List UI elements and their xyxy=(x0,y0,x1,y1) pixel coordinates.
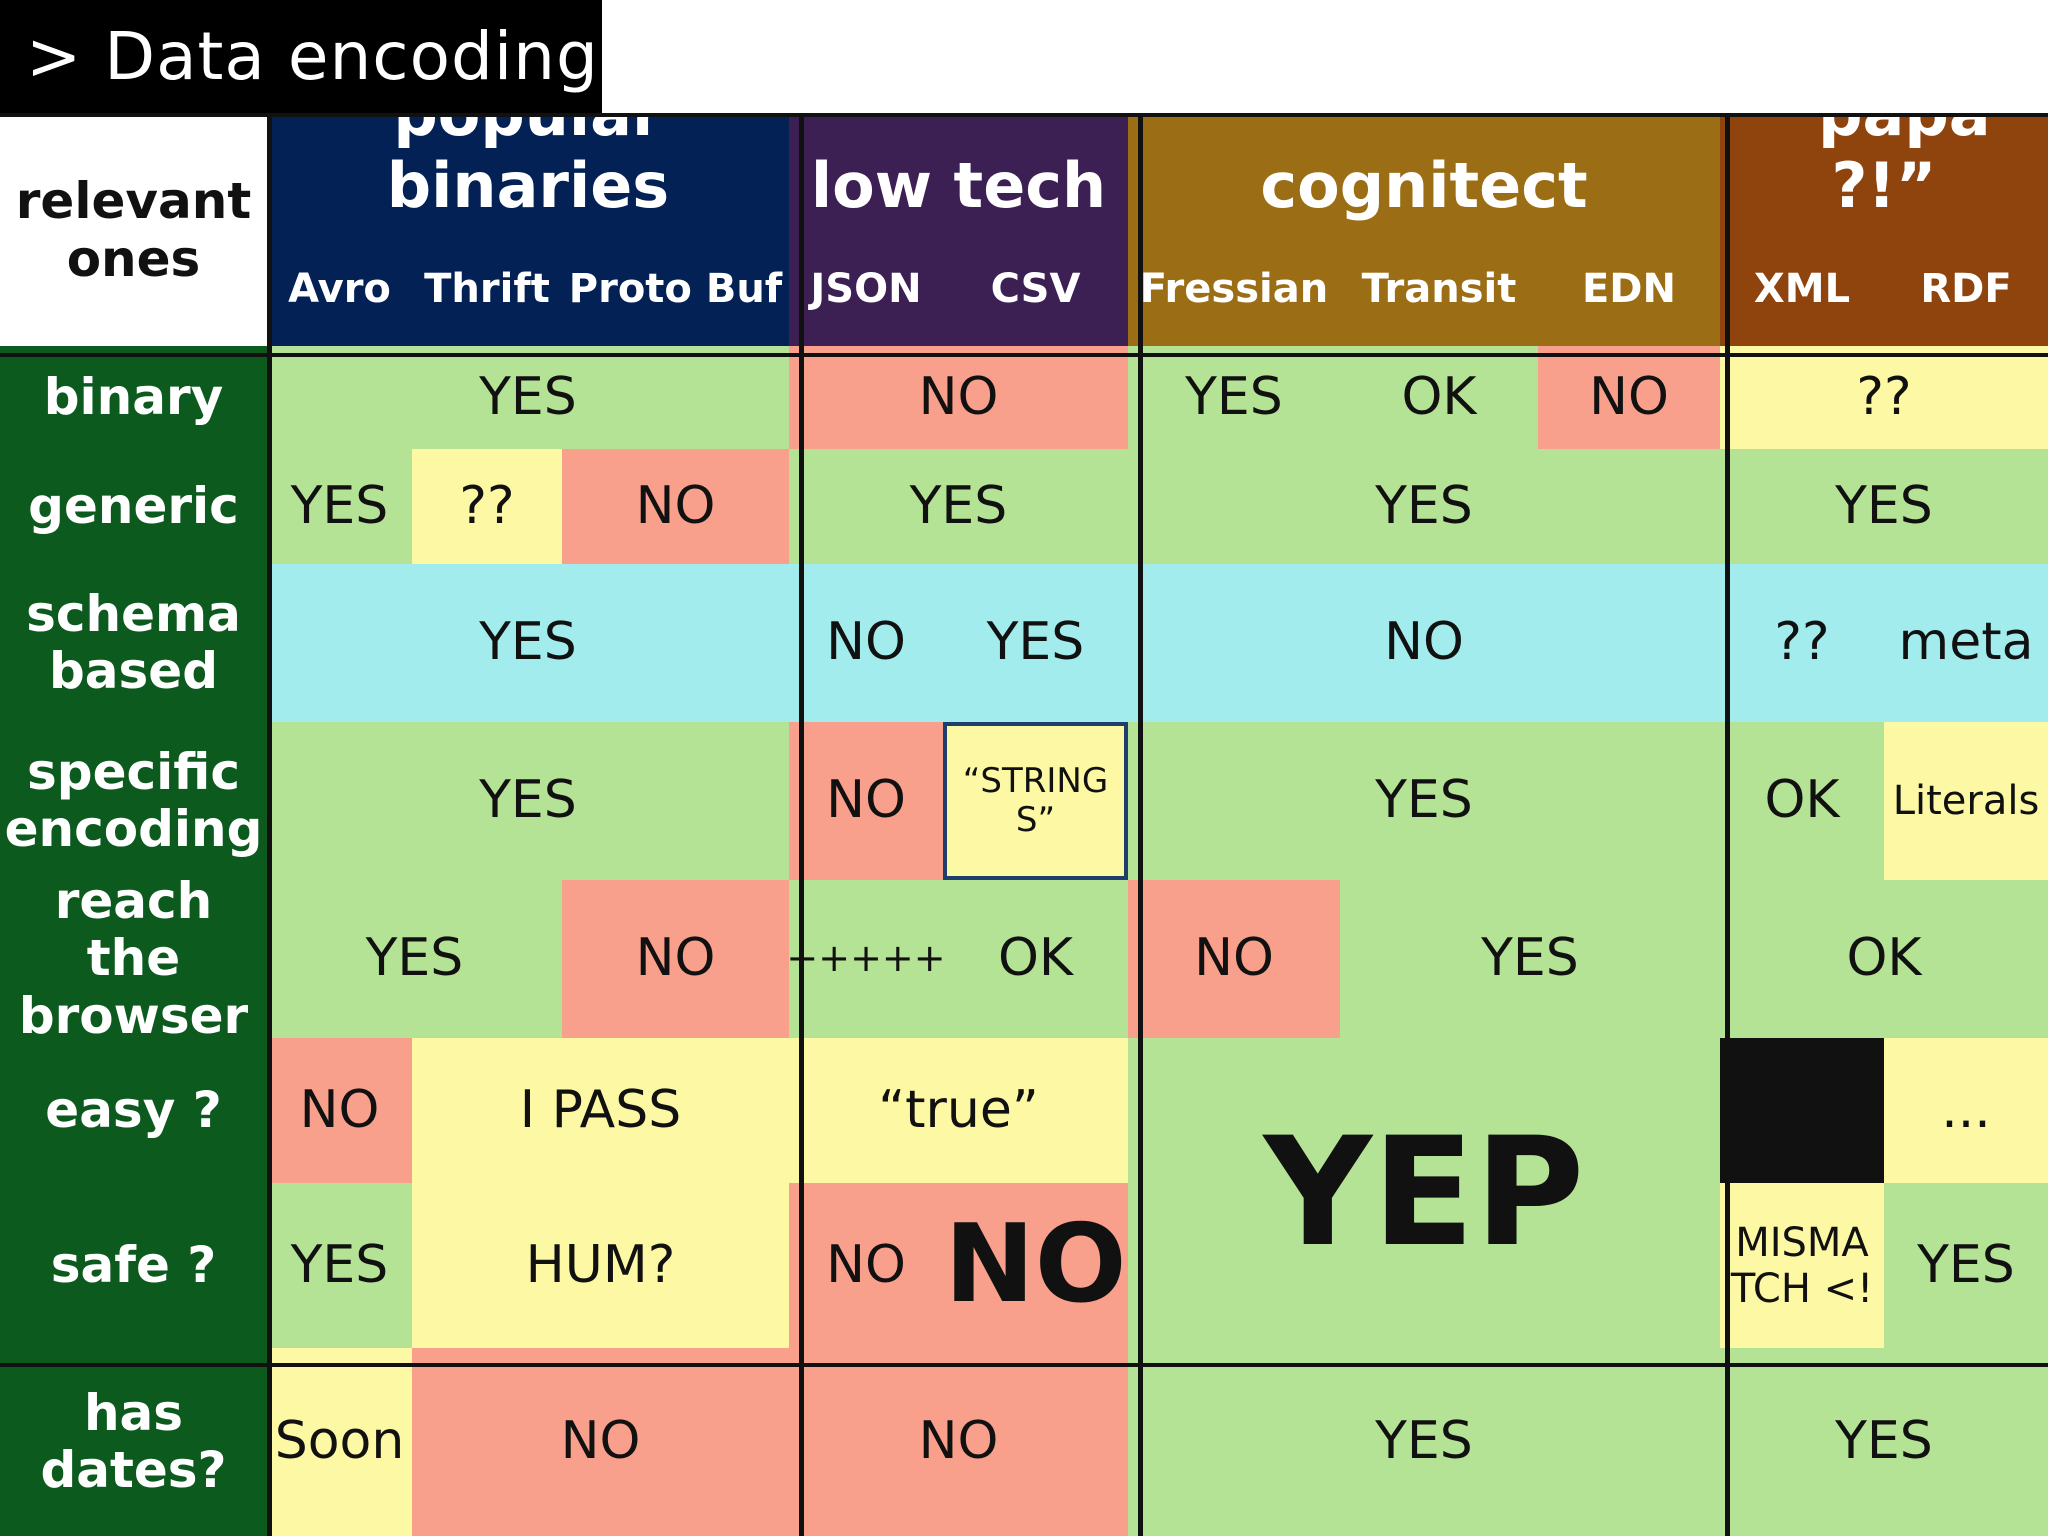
divider-dates xyxy=(0,1363,2048,1367)
row-label-specific-encoding: specific encoding xyxy=(0,722,267,880)
format-xml: XML xyxy=(1720,231,1884,346)
format-transit: Transit xyxy=(1340,231,1538,346)
cell-safe-xml: MISMATCH <! xyxy=(1720,1183,1884,1348)
row-label-safe: safe ? xyxy=(0,1183,267,1348)
row-label-easy: easy ? xyxy=(0,1038,267,1183)
cell-easy-thrift-protobuf: I PASS xyxy=(412,1038,789,1183)
cell-browser-csv: OK xyxy=(943,880,1128,1038)
group-popular-binaries: popular binaries xyxy=(267,115,789,231)
cell-generic-avro: YES xyxy=(267,449,412,564)
cell-safe-rdf: YES xyxy=(1884,1183,2048,1348)
divider-cognitect-papa xyxy=(1725,115,1730,1536)
divider-lowtech-cognitect xyxy=(1138,115,1143,1536)
divider-title xyxy=(0,113,2048,117)
row-label-schema-based: schema based xyxy=(0,564,267,722)
format-fressian: Fressian xyxy=(1128,231,1340,346)
row-label-generic: generic xyxy=(0,449,267,564)
format-json: JSON xyxy=(789,231,943,346)
cell-schema-xml: ?? xyxy=(1720,564,1884,722)
cell-schema-rdf: meta xyxy=(1884,564,2048,722)
cell-browser-fressian: NO xyxy=(1128,880,1340,1038)
cell-generic-thrift: ?? xyxy=(412,449,562,564)
cell-binary-transit: OK xyxy=(1340,346,1538,449)
cell-browser-papa: OK xyxy=(1720,880,2048,1038)
cell-binary-lowtech: NO xyxy=(789,346,1128,449)
divider-rowheads xyxy=(267,115,272,1536)
cell-binary-fressian: YES xyxy=(1128,346,1340,449)
cell-easy-lowtech: “true” xyxy=(789,1038,1128,1183)
row-label-binary: binary xyxy=(0,346,267,449)
cell-browser-avro-thrift: YES xyxy=(267,880,562,1038)
divider-popular-lowtech xyxy=(799,115,804,1536)
cell-generic-cognitect: YES xyxy=(1128,449,1720,564)
format-edn: EDN xyxy=(1538,231,1720,346)
cell-safe-json: NO xyxy=(789,1183,943,1348)
cell-schema-json: NO xyxy=(789,564,943,722)
cell-safe-thrift-protobuf: HUM? xyxy=(412,1183,789,1348)
cell-specific-csv: “STRINGS” xyxy=(943,722,1128,880)
cell-specific-popular: YES xyxy=(267,722,789,880)
cell-dates-lowtech: NO xyxy=(789,1348,1128,1536)
row-label-has-dates: has dates? xyxy=(0,1348,267,1536)
cell-specific-json: NO xyxy=(789,722,943,880)
cell-schema-popular: YES xyxy=(267,564,789,722)
slide-title-text: > Data encoding xyxy=(26,18,599,95)
cell-specific-rdf: Literals xyxy=(1884,722,2048,880)
cell-browser-json: +++++ xyxy=(789,880,943,1038)
cell-schema-cognitect: NO xyxy=(1128,564,1720,722)
cell-schema-csv: YES xyxy=(943,564,1128,722)
format-avro: Avro xyxy=(267,231,412,346)
cell-easy-avro: NO xyxy=(267,1038,412,1183)
cell-safe-csv: NO xyxy=(943,1183,1128,1348)
group-papa: “papa ?!” xyxy=(1720,115,2048,231)
format-protobuf: Proto Buf xyxy=(562,231,789,346)
cell-generic-papa: YES xyxy=(1720,449,2048,564)
cell-browser-transit-edn: YES xyxy=(1340,880,1720,1038)
cell-dates-cognitect: YES xyxy=(1128,1348,1720,1536)
slide-title: > Data encoding xyxy=(0,0,602,114)
format-rdf: RDF xyxy=(1884,231,2048,346)
cell-binary-edn: NO xyxy=(1538,346,1720,449)
cell-binary-popular: YES xyxy=(267,346,789,449)
cell-browser-protobuf: NO xyxy=(562,880,789,1038)
divider-header xyxy=(0,353,2048,357)
cell-binary-papa: ?? xyxy=(1720,346,2048,449)
row-label-reach-browser: reach the browser xyxy=(0,880,267,1038)
cell-dates-avro: Soon xyxy=(267,1348,412,1536)
cell-safe-avro: YES xyxy=(267,1183,412,1348)
cell-dates-thrift-protobuf: NO xyxy=(412,1348,789,1536)
cell-easy-xml: HUM ? xyxy=(1742,1049,1862,1170)
cell-generic-protobuf: NO xyxy=(562,449,789,564)
format-csv: CSV xyxy=(943,231,1128,346)
format-thrift: Thrift xyxy=(412,231,562,346)
group-low-tech: low tech xyxy=(789,115,1128,231)
cell-easy-rdf: ... xyxy=(1884,1038,2048,1183)
corner-label: relevant ones xyxy=(0,115,267,346)
cell-specific-cognitect: YES xyxy=(1128,722,1720,880)
cell-generic-lowtech: YES xyxy=(789,449,1128,564)
group-cognitect: cognitect xyxy=(1128,115,1720,231)
cell-specific-xml: OK xyxy=(1720,722,1884,880)
cell-dates-papa: YES xyxy=(1720,1348,2048,1536)
comparison-table: relevant ones popular binaries low tech … xyxy=(0,115,2048,1536)
cell-easy-safe-cognitect: YEP xyxy=(1128,1038,1720,1348)
